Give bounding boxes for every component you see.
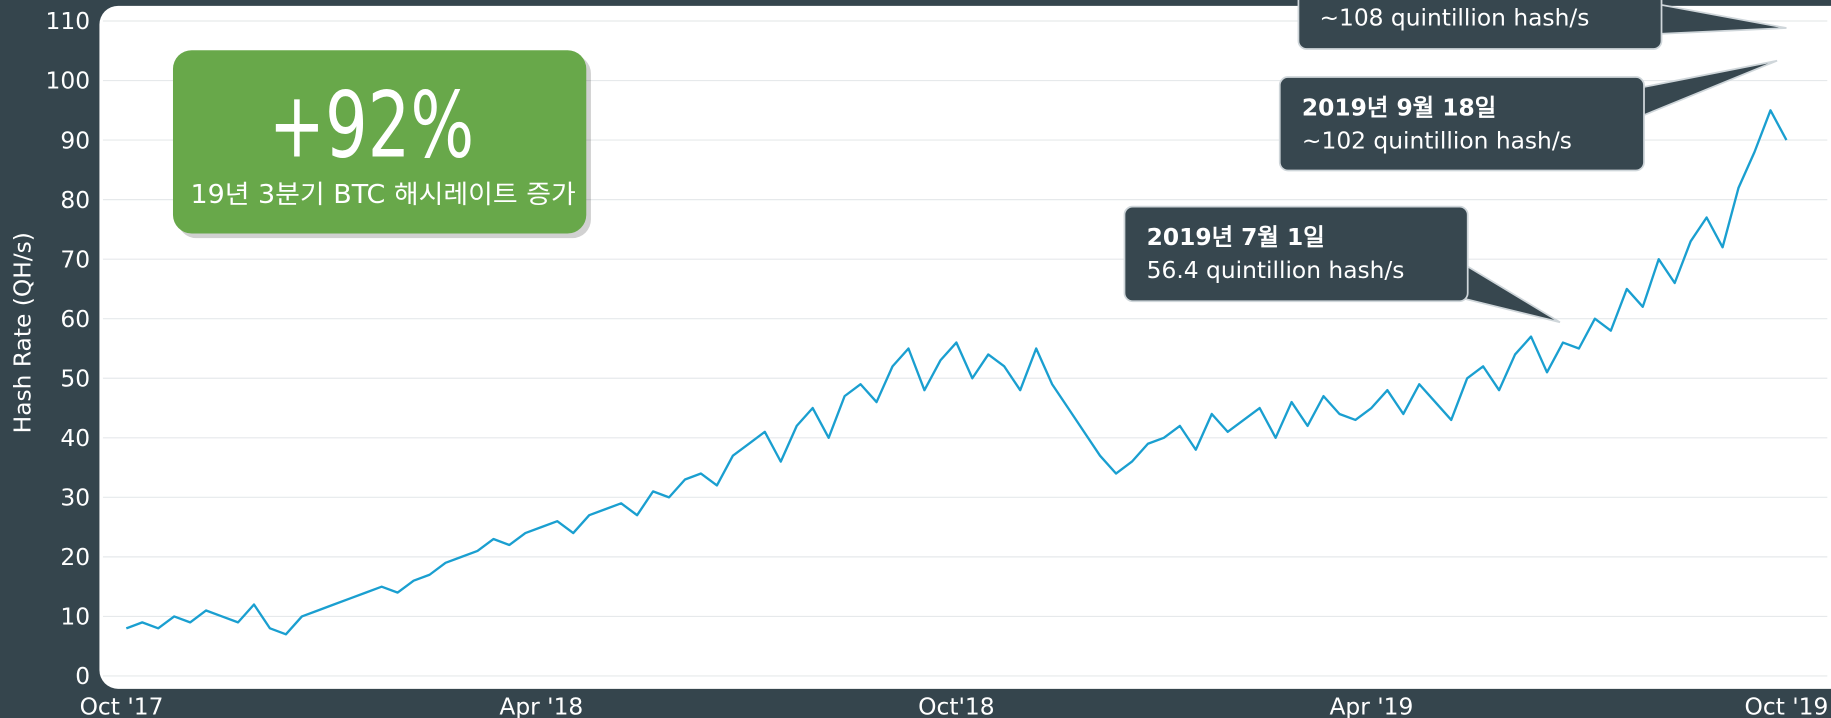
lines bbox=[125, 109, 1788, 636]
y-tick-label: 30 bbox=[60, 484, 90, 512]
y-tick-label: 0 bbox=[75, 662, 90, 690]
x-tick-label: Oct'18 bbox=[918, 692, 994, 718]
callout-title: 2019년 9월 18일 bbox=[1302, 94, 1496, 122]
y-tick-label: 40 bbox=[60, 424, 90, 452]
y-tick-label: 90 bbox=[60, 126, 90, 154]
callout-text: ~108 quintillion hash/s bbox=[1319, 4, 1589, 32]
callout-title: 2019년 7월 1일 bbox=[1147, 223, 1325, 251]
callout: ~108 quintillion hash/s bbox=[1297, 0, 1787, 50]
x-tick-label: Apr '19 bbox=[1329, 692, 1413, 718]
callout: 2019년 9월 18일 ~102 quintillion hash/s bbox=[1278, 59, 1778, 172]
y-tick-label: 10 bbox=[60, 603, 90, 631]
x-tick-label: Oct '19 bbox=[1745, 692, 1829, 718]
y-axis-label: Hash Rate (QH/s) bbox=[9, 232, 37, 433]
highlight-box: +92% 19년 3분기 BTC 해시레이트 증가 bbox=[172, 50, 591, 239]
x-tick-label: Oct '17 bbox=[80, 692, 164, 718]
data-line bbox=[125, 109, 1788, 636]
y-tick-label: 70 bbox=[60, 245, 90, 273]
y-tick-label: 80 bbox=[60, 186, 90, 214]
y-tick-label: 100 bbox=[46, 67, 91, 95]
x-tick-label: Apr '18 bbox=[499, 692, 583, 718]
highlight-value: +92% bbox=[269, 72, 474, 178]
callout-text: 56.4 quintillion hash/s bbox=[1147, 256, 1405, 284]
y-tick-label: 50 bbox=[60, 364, 90, 392]
callout: 2019년 7월 1일 56.4 quintillion hash/s bbox=[1123, 205, 1561, 324]
y-tick-label: 110 bbox=[46, 7, 91, 35]
highlight-text: 19년 3분기 BTC 해시레이트 증가 bbox=[190, 180, 575, 210]
callout-text: ~102 quintillion hash/s bbox=[1302, 126, 1572, 154]
y-tick-label: 60 bbox=[60, 305, 90, 333]
y-tick-label: 20 bbox=[60, 543, 90, 571]
